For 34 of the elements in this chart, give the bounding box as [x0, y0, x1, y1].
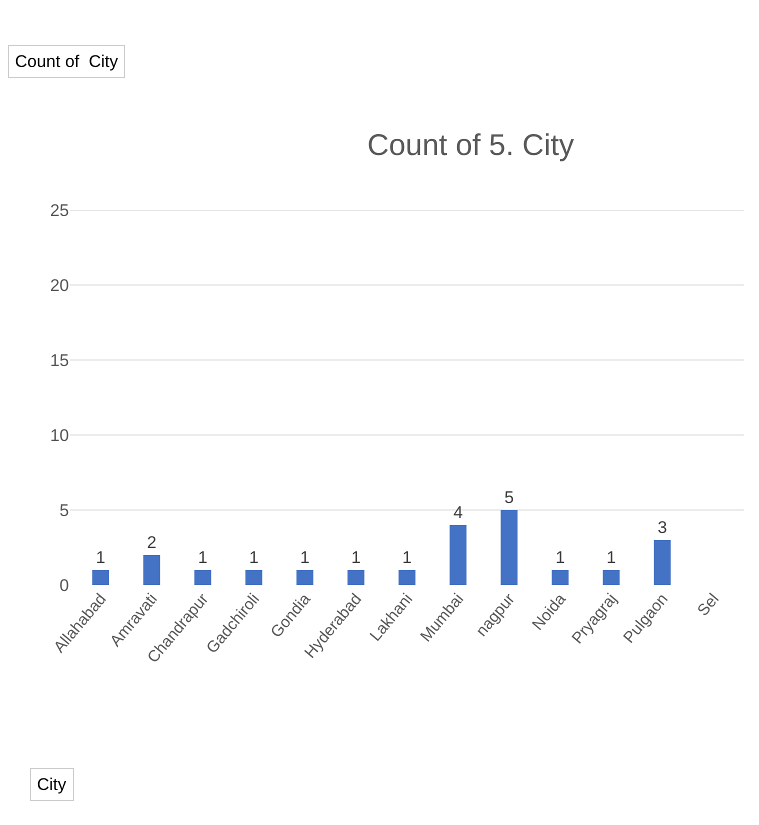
y-tick-label: 5 — [60, 500, 69, 520]
data-label: 1 — [351, 548, 361, 567]
y-tick-label: 0 — [60, 576, 69, 595]
data-label: 1 — [402, 548, 412, 567]
bar — [398, 570, 416, 585]
bar — [348, 570, 364, 585]
bar — [450, 525, 466, 585]
bar — [654, 540, 671, 585]
text: Count of City — [15, 52, 118, 71]
y-tick-label: 25 — [50, 200, 69, 220]
data-label: 1 — [198, 548, 208, 567]
bar — [296, 570, 314, 585]
bar — [92, 570, 110, 585]
text: City — [37, 775, 67, 794]
data-label: 1 — [300, 548, 310, 567]
bar — [194, 570, 212, 585]
x-tick-label: Sel — [694, 590, 723, 620]
chart-title: Count of 5. City — [367, 128, 574, 162]
data-label: 1 — [249, 548, 259, 567]
bar — [245, 570, 262, 585]
bar — [143, 555, 160, 585]
bar — [552, 570, 569, 585]
data-label: 1 — [96, 548, 106, 567]
data-label: 1 — [555, 548, 565, 567]
data-label: 2 — [146, 533, 156, 552]
y-tick-label: 15 — [50, 350, 69, 370]
bar — [602, 570, 620, 585]
data-label: 4 — [453, 503, 463, 522]
y-tick-label: 10 — [50, 426, 69, 445]
data-label: 5 — [504, 488, 514, 507]
y-tick-label: 20 — [50, 276, 69, 295]
data-label: 1 — [606, 548, 616, 567]
bar — [500, 510, 518, 585]
data-label: 3 — [658, 518, 668, 537]
